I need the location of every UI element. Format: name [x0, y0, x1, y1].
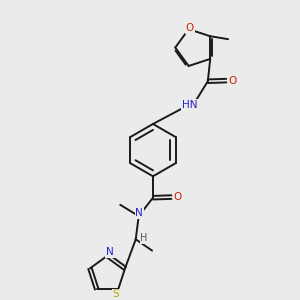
- Text: O: O: [174, 192, 182, 202]
- Text: H: H: [140, 233, 148, 243]
- Text: S: S: [112, 289, 119, 299]
- Text: N: N: [135, 208, 143, 218]
- Text: O: O: [229, 76, 237, 85]
- Text: N: N: [106, 247, 114, 257]
- Text: O: O: [186, 23, 194, 33]
- Text: HN: HN: [182, 100, 198, 110]
